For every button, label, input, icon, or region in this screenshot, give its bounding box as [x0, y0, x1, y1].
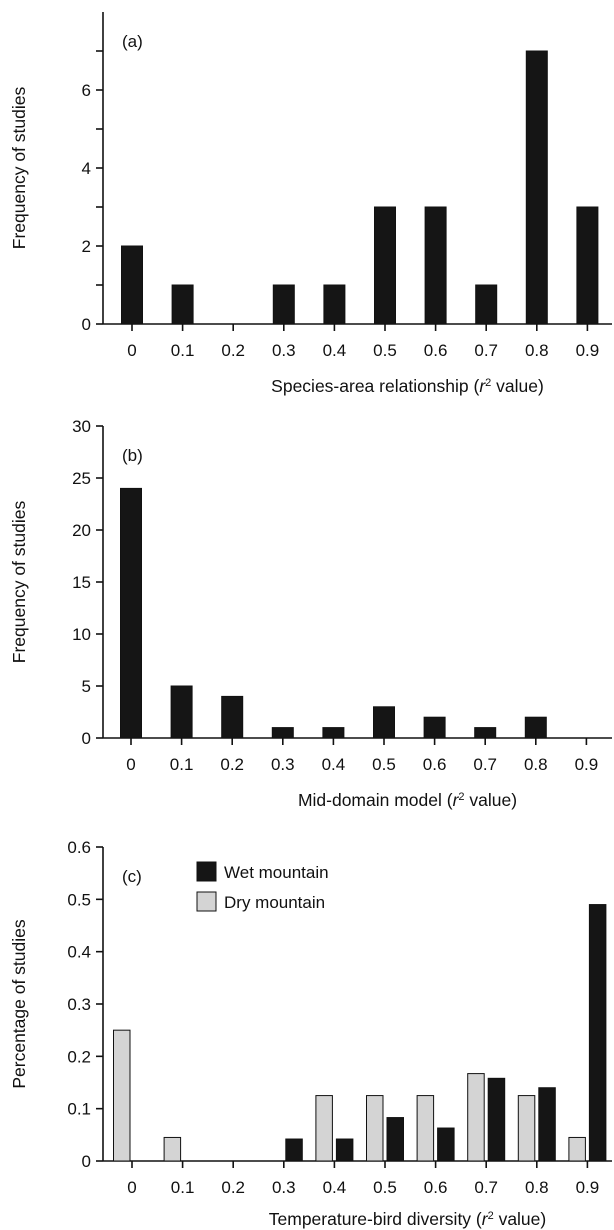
x-tick-label: 0.1	[171, 341, 195, 360]
y-tick-label: 2	[82, 237, 91, 256]
bar-value-9	[576, 206, 599, 325]
legend-swatch	[196, 861, 217, 882]
bar-value-8	[524, 716, 547, 739]
y-tick-label: 0.4	[67, 943, 91, 962]
y-axis-title: Frequency of studies	[9, 87, 29, 250]
x-tick-label: 0.2	[221, 1178, 245, 1197]
panel-label: (b)	[122, 446, 143, 465]
y-axis-title: Percentage of studies	[9, 919, 29, 1089]
y-tick-label: 0.6	[67, 838, 91, 857]
bar-value-3	[271, 727, 294, 739]
x-tick-label: 0.5	[373, 1178, 397, 1197]
y-tick-label: 0.5	[67, 890, 91, 909]
y-tick-label: 5	[82, 677, 91, 696]
bar-dry-mountain-4	[315, 1095, 333, 1162]
bar-dry-mountain-7	[467, 1073, 485, 1162]
x-axis-title: Species-area relationship (r2 value)	[271, 376, 544, 396]
x-tick-label: 0.1	[170, 755, 194, 774]
x-tick-label: 0.6	[424, 1178, 448, 1197]
y-tick-label: 25	[72, 469, 91, 488]
bar-dry-mountain-1	[163, 1136, 182, 1162]
bar-value-6	[424, 206, 447, 325]
bar-value-7	[475, 284, 498, 325]
bar-wet-mountain-7	[487, 1077, 506, 1162]
y-tick-label: 0	[82, 1152, 91, 1171]
x-tick-label: 0.4	[322, 755, 346, 774]
bar-wet-mountain-6	[437, 1127, 455, 1162]
bar-value-0	[121, 245, 143, 325]
bar-value-8	[525, 50, 548, 325]
x-tick-label: 0.8	[525, 341, 549, 360]
chart-panel-a: 0 2 4 6 0 0.1 0.2 0.3 0.4 0.5 0.6 0.7 0.8 0.9 (a) Frequ…	[9, 12, 612, 396]
y-tick-label: 15	[72, 573, 91, 592]
x-tick-label: 0.4	[323, 1178, 347, 1197]
x-tick-label: 0.9	[576, 341, 600, 360]
bar-wet-mountain-9	[588, 904, 607, 1162]
x-tick-label: 0.7	[474, 1178, 498, 1197]
bar-wet-mountain-4	[335, 1138, 354, 1162]
y-tick-label: 0	[82, 729, 91, 748]
x-tick-label: 0.3	[272, 341, 296, 360]
x-tick-label: 0.5	[373, 341, 397, 360]
x-tick-label: 0.7	[474, 341, 498, 360]
legend-swatch	[196, 891, 217, 912]
x-tick-label: 0.2	[220, 755, 244, 774]
bar-dry-mountain-0	[113, 1029, 131, 1162]
bar-value-3	[272, 284, 295, 325]
x-tick-label: 0.4	[323, 341, 347, 360]
y-tick-label: 0	[82, 315, 91, 334]
x-axis-title: Temperature-bird diversity (r2 value)	[269, 1209, 546, 1229]
bar-value-1	[170, 685, 193, 739]
bar-value-4	[323, 284, 346, 325]
bar-value-7	[474, 727, 497, 739]
y-axis-title: Frequency of studies	[9, 501, 29, 664]
x-tick-label: 0.8	[525, 1178, 549, 1197]
bar-value-2	[221, 695, 244, 739]
panel-label: (a)	[122, 32, 143, 51]
x-tick-label: 0	[126, 755, 135, 774]
x-tick-label: 0.8	[524, 755, 548, 774]
bar-wet-mountain-8	[538, 1087, 556, 1162]
x-tick-label: 0	[127, 1178, 136, 1197]
chart-panel-b: 0 5 10 15 20 25 30 0 0.1 0.2 0.3 0.4 0.5 0.6 0.7 0.8 0.9…	[9, 417, 612, 810]
legend-label: Wet mountain	[224, 863, 329, 882]
bar-dry-mountain-8	[517, 1095, 536, 1162]
x-tick-label: 0.2	[221, 341, 245, 360]
y-tick-label: 0.3	[67, 995, 91, 1014]
bar-dry-mountain-5	[366, 1095, 384, 1162]
x-tick-label: 0.6	[423, 755, 447, 774]
x-tick-label: 0.3	[272, 1178, 296, 1197]
x-tick-label: 0.5	[372, 755, 396, 774]
bar-value-0	[120, 487, 142, 739]
bar-value-4	[322, 727, 345, 739]
x-tick-label: 0.6	[424, 341, 448, 360]
y-tick-label: 30	[72, 417, 91, 436]
y-tick-label: 10	[72, 625, 91, 644]
x-tick-label: 0.9	[575, 755, 599, 774]
x-tick-label: 0.1	[171, 1178, 195, 1197]
y-tick-label: 4	[82, 159, 91, 178]
x-tick-label: 0.9	[576, 1178, 600, 1197]
bar-dry-mountain-6	[416, 1095, 435, 1162]
y-tick-label: 0.2	[67, 1047, 91, 1066]
y-tick-label: 6	[82, 81, 91, 100]
panel-label: (c)	[122, 867, 142, 886]
x-tick-label: 0	[127, 341, 136, 360]
bar-value-5	[373, 706, 395, 739]
chart-panel-c: 0 0.1 0.2 0.3 0.4 0.5 0.6 0 0.1 0.2 0.3 0.4 0.5 0.6 0.…	[9, 838, 612, 1229]
bar-value-1	[171, 284, 194, 325]
bar-wet-mountain-3	[285, 1138, 303, 1162]
bar-wet-mountain-5	[386, 1117, 404, 1162]
bar-value-6	[423, 716, 446, 739]
y-tick-label: 0.1	[67, 1100, 91, 1119]
y-tick-label: 20	[72, 521, 91, 540]
x-tick-label: 0.3	[271, 755, 295, 774]
x-axis-title: Mid-domain model (r2 value)	[298, 790, 517, 810]
bar-dry-mountain-9	[568, 1136, 586, 1162]
legend-label: Dry mountain	[224, 893, 325, 912]
x-tick-label: 0.7	[473, 755, 497, 774]
bar-value-5	[374, 206, 396, 325]
